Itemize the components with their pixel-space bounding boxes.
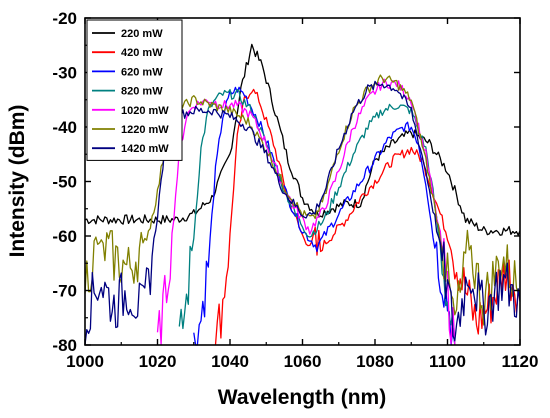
legend-label: 620 mW xyxy=(121,66,163,78)
series-line-820-mw xyxy=(178,88,456,346)
x-tick-label: 1120 xyxy=(502,352,539,371)
legend-label: 1220 mW xyxy=(121,124,169,136)
series-line-620-mw xyxy=(193,86,456,346)
y-tick-label: -40 xyxy=(52,118,77,137)
y-axis-label: Intensity (dBm) xyxy=(6,105,29,258)
series-layer xyxy=(84,43,521,346)
legend-label: 220 mW xyxy=(121,28,163,40)
y-tick-label: -70 xyxy=(52,282,77,301)
series-line-1220-mw xyxy=(84,74,521,326)
legend-label: 820 mW xyxy=(121,86,163,98)
x-tick-label: 1020 xyxy=(139,352,177,371)
x-tick-label: 1100 xyxy=(429,352,466,371)
ticks-layer: 1000 1020 1040 1060 1080 1100 1120 -20 -30 -40 -50… xyxy=(52,9,538,371)
legend-label: 420 mW xyxy=(121,47,163,59)
legend-label: 1020 mW xyxy=(121,105,169,117)
y-tick-label: -20 xyxy=(52,9,77,28)
y-tick-label: -50 xyxy=(52,173,77,192)
legend: 220 mW 420 mW 620 mW 820 mW 1020 mW 1220 mW 14… xyxy=(86,19,183,161)
x-tick-label: 1000 xyxy=(66,352,104,371)
y-tick-label: -30 xyxy=(52,64,77,83)
x-tick-label: 1080 xyxy=(356,352,394,371)
y-tick-label: -80 xyxy=(52,336,77,355)
series-line-1420-mw xyxy=(84,80,521,345)
legend-label: 1420 mW xyxy=(121,143,169,155)
x-tick-label: 1040 xyxy=(211,352,249,371)
series-line-420-mw xyxy=(214,88,520,346)
y-tick-label: -60 xyxy=(52,227,77,246)
x-tick-label: 1060 xyxy=(284,352,322,371)
x-axis-label: Wavelength (nm) xyxy=(218,386,386,409)
